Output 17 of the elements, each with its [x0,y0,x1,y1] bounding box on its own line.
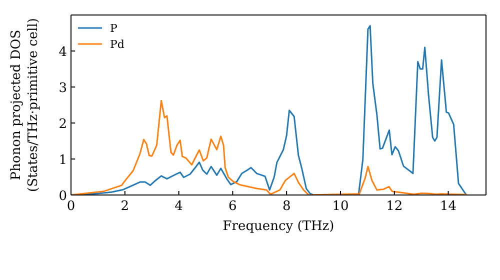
y-axis-title: Phonon projected DOS (States/THz·primitive cell) [9,18,41,192]
x-tick-label: 14 [440,199,457,214]
x-tick-label: 10 [332,199,349,214]
line-series [71,100,468,195]
x-axis-title: Frequency (THz) [222,219,334,234]
y-tick-label: 4 [58,45,67,60]
x-tick-label: 4 [174,199,183,214]
y-tick-label: 3 [58,81,67,96]
x-tick-label: 6 [228,199,237,214]
y-tick-label: 1 [58,153,67,168]
y-tick-label: 2 [58,117,67,132]
x-tick-label: 12 [386,199,403,214]
legend-label: Pd [110,38,124,50]
y-tick-label: 0 [58,189,67,204]
legend-label: P [110,22,118,34]
x-tick-label: 8 [282,199,291,214]
x-tick-label: 2 [120,199,130,214]
